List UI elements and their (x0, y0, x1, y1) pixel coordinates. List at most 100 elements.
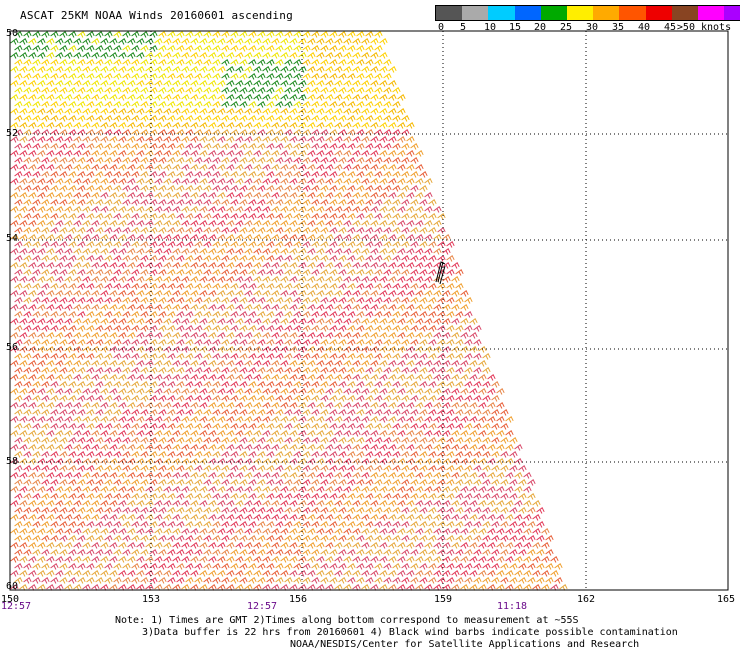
wind-barb (100, 290, 109, 297)
wind-barb (91, 136, 100, 143)
wind-barb (203, 283, 212, 290)
wind-barb (95, 367, 104, 374)
wind-barb (361, 136, 370, 143)
wind-barb (365, 311, 374, 318)
wind-barb (172, 360, 181, 367)
wind-barb (374, 171, 383, 178)
wind-barb (424, 304, 433, 311)
wind-barb (325, 388, 334, 395)
wind-barb (37, 262, 46, 269)
wind-barb (235, 192, 244, 199)
wind-barb (154, 486, 163, 493)
wind-barb (437, 241, 446, 248)
wind-barb (343, 430, 352, 437)
wind-barb (253, 374, 262, 381)
wind-barb (253, 192, 262, 199)
wind-barb (388, 360, 397, 367)
wind-barb (464, 353, 473, 360)
wind-barb (14, 493, 23, 500)
wind-barb (194, 409, 203, 416)
wind-barb (397, 402, 406, 409)
wind-barb (221, 535, 230, 542)
wind-barb (419, 423, 428, 430)
wind-barb (10, 122, 19, 129)
wind-barb (203, 535, 212, 542)
wind-barb (379, 542, 388, 549)
wind-barb (505, 416, 514, 423)
wind-barb (329, 59, 338, 66)
wind-barb (154, 136, 163, 143)
wind-barb (406, 220, 415, 227)
wind-barb (280, 80, 289, 87)
wind-barb (374, 199, 383, 206)
wind-barb (100, 178, 109, 185)
wind-barb (478, 374, 487, 381)
wind-barb (64, 332, 73, 339)
wind-barb (316, 430, 325, 437)
wind-barb (154, 206, 163, 213)
wind-barb (149, 283, 158, 290)
wind-barb (122, 465, 131, 472)
wind-barb (235, 444, 244, 451)
wind-barb (365, 227, 374, 234)
wind-barb (311, 143, 320, 150)
wind-barb (275, 395, 284, 402)
wind-barb (41, 577, 50, 584)
wind-barb (401, 423, 410, 430)
wind-barb (352, 108, 361, 115)
wind-barb (379, 346, 388, 353)
wind-barb (392, 493, 401, 500)
wind-barb (208, 52, 217, 59)
wind-barb (82, 94, 91, 101)
wind-barb (464, 577, 473, 584)
wind-barb (383, 493, 392, 500)
wind-barb (239, 157, 248, 164)
wind-barb (464, 423, 473, 430)
wind-barb (392, 283, 401, 290)
wind-barb (127, 542, 136, 549)
wind-barb (280, 500, 289, 507)
wind-barb (316, 234, 325, 241)
wind-barb (82, 388, 91, 395)
wind-barb (113, 115, 122, 122)
wind-barb (379, 374, 388, 381)
wind-barb (320, 73, 329, 80)
wind-barb (221, 129, 230, 136)
wind-barb (343, 150, 352, 157)
wind-barb (320, 157, 329, 164)
wind-barb (388, 346, 397, 353)
wind-barb (284, 297, 293, 304)
wind-barb (221, 521, 230, 528)
wind-barb (185, 171, 194, 178)
wind-barb (199, 108, 208, 115)
wind-barb (32, 115, 41, 122)
wind-barb (410, 157, 419, 164)
wind-barb (388, 122, 397, 129)
wind-barb (172, 234, 181, 241)
wind-barb (145, 220, 154, 227)
wind-barb (131, 101, 140, 108)
wind-barb (140, 535, 149, 542)
wind-barb (208, 108, 217, 115)
wind-barb (424, 556, 433, 563)
wind-barb (64, 360, 73, 367)
wind-barb (131, 59, 140, 66)
wind-barb (244, 164, 253, 171)
wind-barb (95, 423, 104, 430)
wind-barb (469, 472, 478, 479)
wind-barb (397, 304, 406, 311)
wind-barb (109, 178, 118, 185)
wind-barb (41, 269, 50, 276)
lon-label-165: 165 (716, 594, 736, 605)
wind-barb (55, 416, 64, 423)
wind-barb (356, 479, 365, 486)
wind-barb (14, 129, 23, 136)
wind-barb (289, 66, 298, 73)
wind-barb (365, 213, 374, 220)
wind-barb (374, 115, 383, 122)
wind-barb (334, 318, 343, 325)
wind-barb (406, 514, 415, 521)
wind-barb (302, 535, 311, 542)
wind-barb (14, 465, 23, 472)
wind-barb (176, 31, 185, 38)
